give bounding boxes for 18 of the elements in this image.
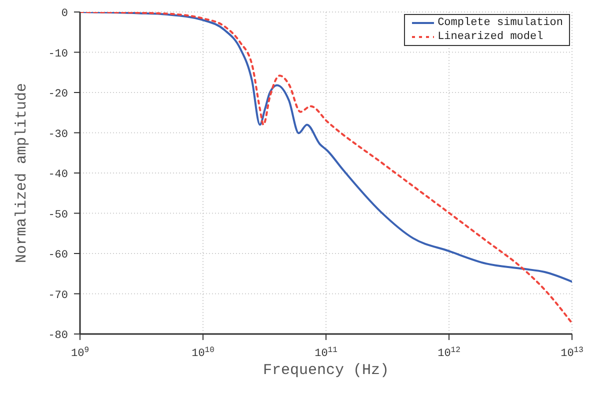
x-axis-title: Frequency (Hz) (262, 362, 390, 379)
y-tick-label: -60 (48, 250, 68, 262)
y-tick-label: 0 (61, 8, 68, 20)
y-tick-label: -10 (48, 48, 68, 60)
legend-label: Complete simulation (438, 16, 563, 30)
legend-label: Linearized model (438, 30, 544, 44)
x-tick-label: 10$^{9}$ (70, 346, 90, 360)
y-axis-title: Normalized amplitude (13, 82, 30, 264)
y-tick-label: -40 (48, 169, 68, 181)
x-tick-label: 10$^{12}$ (438, 346, 461, 360)
x-tick-label: 10$^{10}$ (192, 346, 215, 360)
y-tick-label: -80 (48, 330, 68, 342)
x-tick-label: 10$^{11}$ (314, 346, 338, 360)
y-tick-label: -50 (48, 209, 68, 222)
y-tick-label: -70 (48, 290, 68, 302)
y-tick-label: -30 (48, 128, 68, 141)
x-tick-label: 10$^{13}$ (560, 346, 584, 360)
y-tick-label: -20 (48, 88, 68, 100)
